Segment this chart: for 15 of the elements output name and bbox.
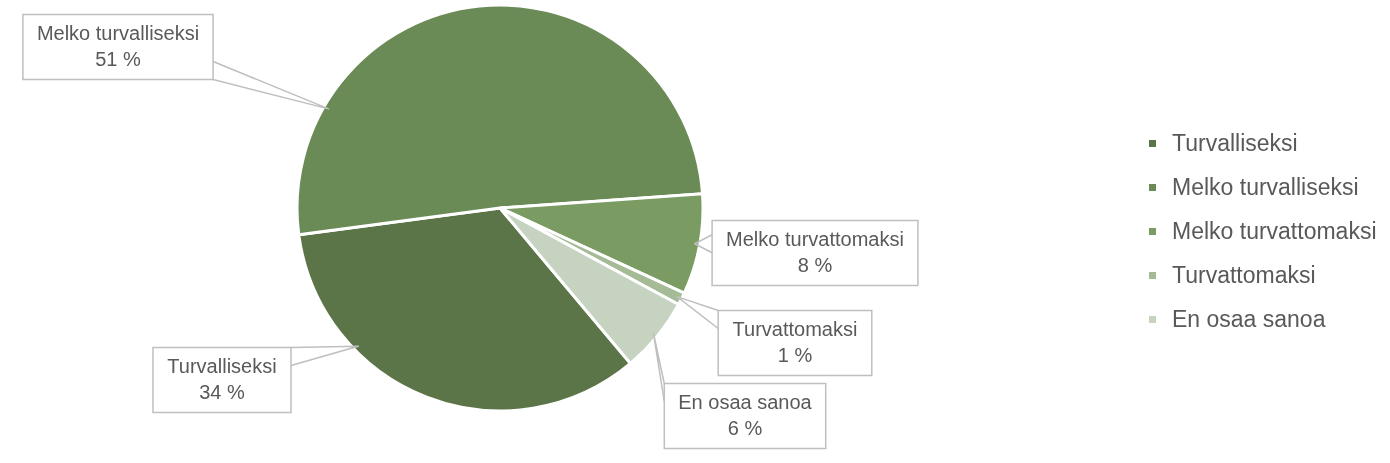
slice-label: En osaa sanoa — [678, 391, 813, 413]
slice-label: Melko turvalliseksi — [36, 22, 200, 44]
legend-label: Melko turvalliseksi — [1172, 173, 1359, 200]
data-label: 34 % — [199, 381, 246, 403]
slice-label: Turvattomaksi — [732, 318, 858, 340]
legend-label: Turvattomaksi — [1172, 261, 1316, 288]
data-label: 1 % — [777, 344, 813, 366]
data-label: 51 % — [95, 48, 142, 70]
data-label: 8 % — [797, 254, 833, 276]
slice-label: Turvalliseksi — [167, 355, 277, 377]
legend-label: En osaa sanoa — [1172, 305, 1326, 332]
data-label: 6 % — [727, 417, 763, 439]
legend-label: Melko turvattomaksi — [1172, 217, 1377, 244]
slice-label: Melko turvattomaksi — [726, 228, 904, 250]
legend-label: Turvalliseksi — [1172, 129, 1298, 156]
